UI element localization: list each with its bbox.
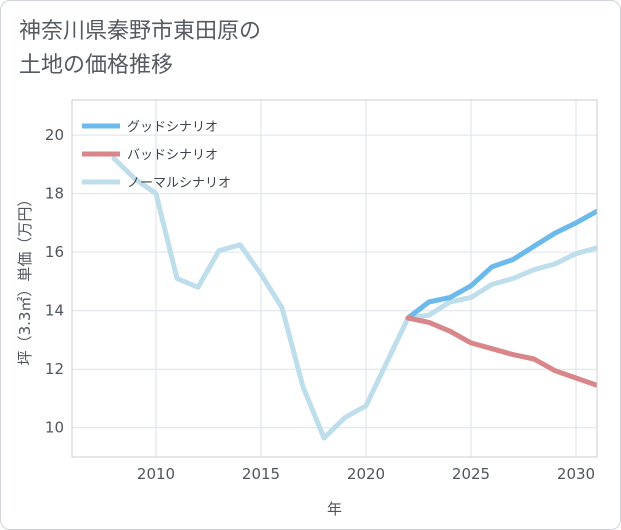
x-tick-label-2010: 2010 bbox=[137, 465, 175, 483]
legend-label-2: ノーマルシナリオ bbox=[127, 176, 231, 191]
y-tick-label-20: 20 bbox=[45, 126, 64, 144]
y-tick-label-16: 16 bbox=[45, 243, 64, 261]
legend-label-0: グッドシナリオ bbox=[127, 120, 218, 135]
series-line-0 bbox=[405, 208, 597, 321]
series-layer bbox=[111, 156, 597, 441]
plot-area-border bbox=[71, 99, 598, 458]
legend-item-0[interactable]: グッドシナリオ bbox=[82, 120, 218, 135]
x-axis-title: 年 bbox=[327, 500, 342, 518]
y-tick-label-10: 10 bbox=[45, 419, 64, 437]
y-tick-label-12: 12 bbox=[45, 360, 64, 378]
grid-lines bbox=[72, 100, 597, 457]
series-line-2 bbox=[111, 156, 597, 441]
x-tick-label-2030: 2030 bbox=[557, 465, 595, 483]
chart-title: 神奈川県秦野市東田原の 土地の価格推移 bbox=[19, 15, 261, 83]
y-tick-label-18: 18 bbox=[45, 185, 64, 203]
legend-label-1: バッドシナリオ bbox=[127, 148, 218, 163]
tick-labels: 2010 2015 2020 2025 2030 10 12 14 16 18 20 bbox=[45, 126, 595, 483]
series-line-1 bbox=[405, 315, 597, 388]
y-axis-title: 坪（3.3㎡）単価（万円） bbox=[16, 192, 34, 366]
chart-title-line-1: 神奈川県秦野市東田原の bbox=[19, 19, 262, 44]
legend-item-2[interactable]: ノーマルシナリオ bbox=[82, 176, 231, 191]
legend-item-1[interactable]: バッドシナリオ bbox=[82, 148, 218, 163]
y-tick-label-14: 14 bbox=[45, 302, 64, 320]
chart-title-line-2: 土地の価格推移 bbox=[19, 53, 174, 78]
x-tick-label-2020: 2020 bbox=[347, 465, 385, 483]
x-tick-label-2025: 2025 bbox=[452, 465, 490, 483]
x-tick-label-2015: 2015 bbox=[242, 465, 280, 483]
